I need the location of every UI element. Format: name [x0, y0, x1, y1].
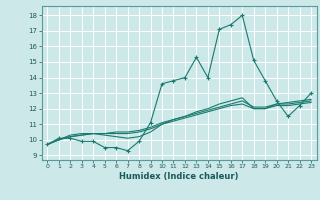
- X-axis label: Humidex (Indice chaleur): Humidex (Indice chaleur): [119, 172, 239, 181]
